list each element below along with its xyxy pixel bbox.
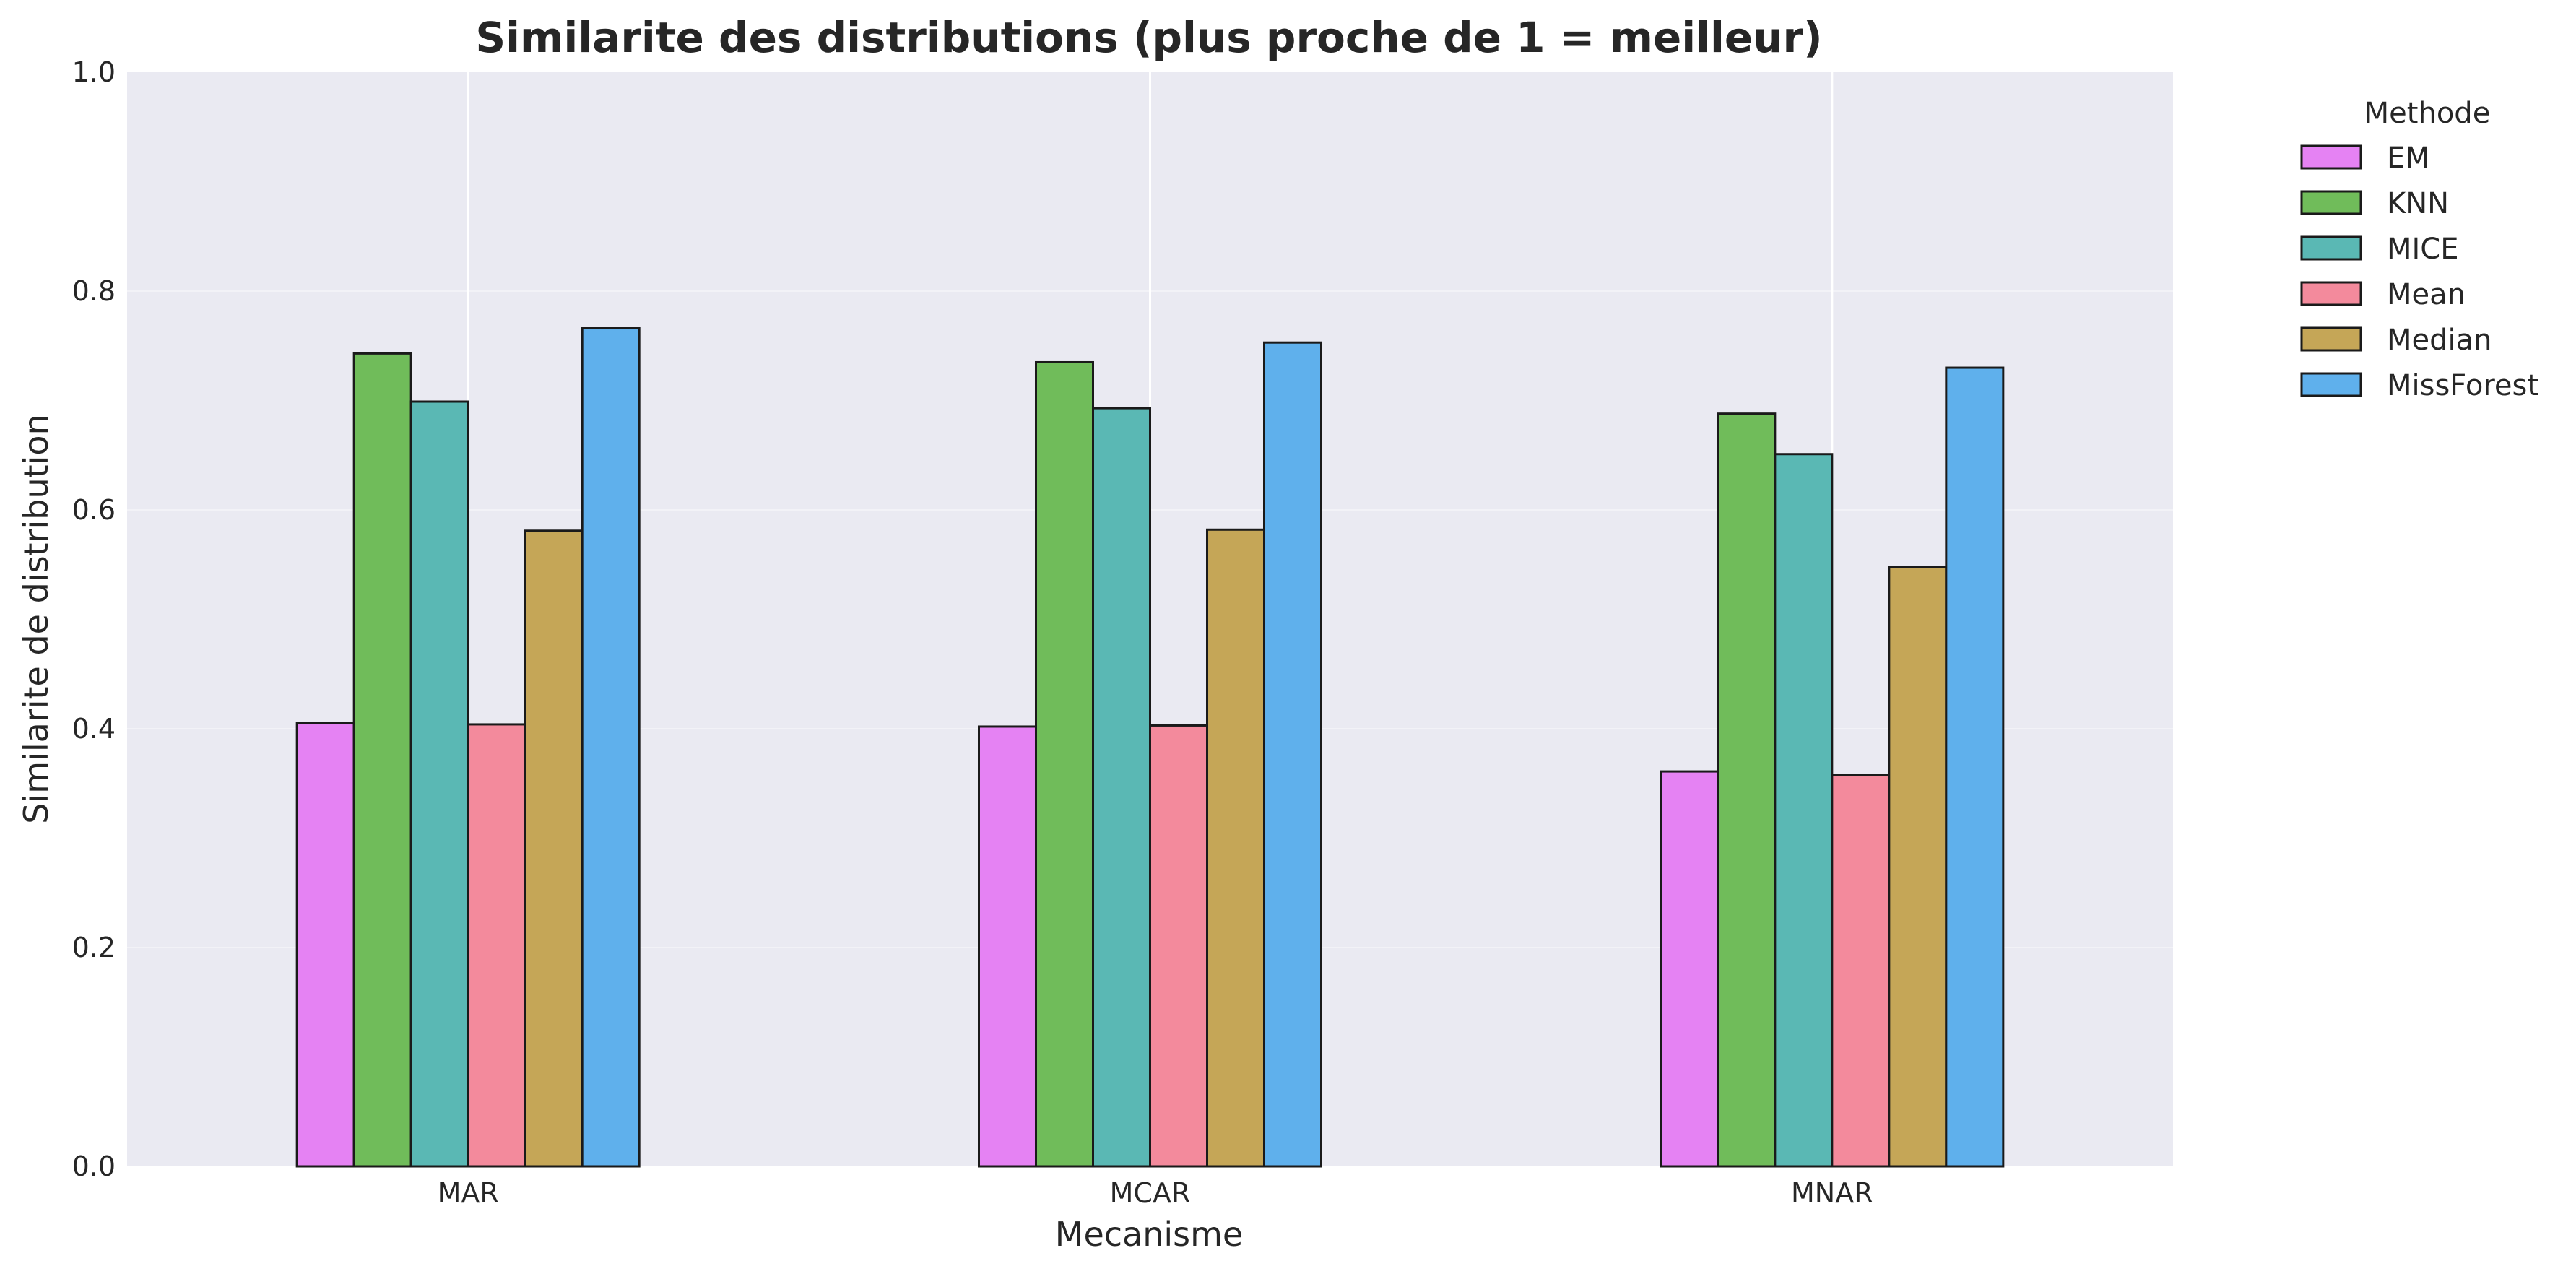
y-tick-label: 1.0: [72, 56, 116, 88]
bar-em-mnar: [1660, 770, 1719, 1168]
legend-label-mice: MICE: [2387, 233, 2459, 266]
bar-missforest-mar: [581, 327, 641, 1168]
y-tick-label: 0.2: [72, 932, 116, 963]
y-axis-ticks: 0.0 0.2 0.4 0.6 0.8 1.0: [72, 56, 116, 1182]
bar-knn-mar: [352, 352, 412, 1168]
bar-mean-mnar: [1831, 774, 1891, 1168]
x-axis-ticks: MAR MCAR MNAR: [438, 1177, 1873, 1209]
legend-label-em: EM: [2387, 142, 2430, 175]
x-tick-label: MCAR: [1110, 1177, 1191, 1209]
bar-missforest-mnar: [1945, 366, 2005, 1168]
x-tick-label: MAR: [438, 1177, 499, 1209]
bar-median-mnar: [1888, 566, 1948, 1168]
legend-label-missforest: MissForest: [2387, 369, 2538, 402]
y-axis-label: Similarite de distribution: [17, 414, 56, 823]
bar-em-mar: [295, 722, 355, 1168]
y-tick-label: 0.0: [72, 1150, 116, 1182]
legend-label-mean: Mean: [2387, 278, 2466, 311]
x-axis-label: Mecanisme: [1055, 1215, 1243, 1254]
legend-label-knn: KNN: [2387, 187, 2449, 220]
legend-swatch-mean: [2300, 281, 2362, 306]
bar-median-mar: [524, 529, 584, 1168]
bar-mice-mnar: [1774, 453, 1834, 1168]
bar-mean-mar: [467, 723, 526, 1168]
bar-mice-mcar: [1092, 407, 1151, 1168]
legend-swatch-median: [2300, 326, 2362, 352]
legend-swatch-em: [2300, 144, 2362, 170]
bar-mice-mar: [409, 400, 469, 1168]
legend-swatch-knn: [2300, 190, 2362, 215]
legend-label-median: Median: [2387, 324, 2492, 357]
y-tick-label: 0.6: [72, 494, 116, 526]
bar-mean-mcar: [1149, 724, 1208, 1168]
legend-swatch-missforest: [2300, 372, 2362, 397]
legend-swatch-mice: [2300, 235, 2362, 261]
bar-median-mcar: [1206, 528, 1265, 1168]
legend-title: Methode: [2364, 97, 2491, 130]
y-tick-label: 0.4: [72, 713, 116, 745]
x-tick-label: MNAR: [1791, 1177, 1873, 1209]
bars: [295, 327, 2005, 1168]
bar-knn-mnar: [1717, 412, 1777, 1168]
legend: Methode EM KNN MICE Mean Median MissForest: [2300, 97, 2538, 402]
bar-em-mcar: [978, 725, 1037, 1168]
y-tick-label: 0.8: [72, 275, 116, 307]
bar-knn-mcar: [1035, 360, 1094, 1168]
chart-title: Similarite des distributions (plus proch…: [475, 13, 1822, 62]
bar-missforest-mcar: [1263, 341, 1322, 1168]
